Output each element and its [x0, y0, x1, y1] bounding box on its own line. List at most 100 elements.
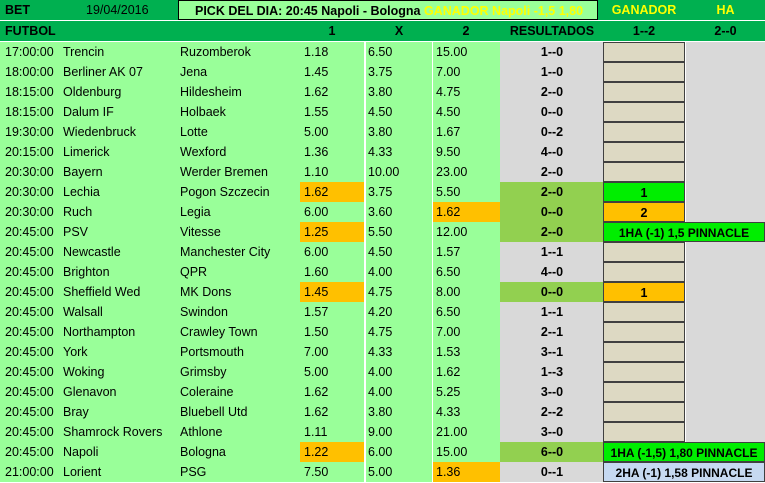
odds-draw: 4.75	[366, 282, 432, 302]
result-score: 2--0	[500, 182, 604, 202]
home-team: Bayern	[60, 162, 180, 182]
odds-home: 1.62	[300, 382, 364, 402]
result-score: 2--0	[500, 222, 604, 242]
odds-away: 12.00	[433, 222, 500, 242]
table-row: 20:45:00 Sheffield Wed MK Dons 1.45 4.75 8.00…	[0, 282, 765, 302]
pick-cell	[603, 262, 685, 282]
odds-away: 23.00	[433, 162, 500, 182]
table-row: 20:45:00 York Portsmouth 7.00 4.33 1.53 3--1	[0, 342, 765, 362]
ha-cell	[686, 342, 765, 362]
away-team: Legia	[180, 202, 300, 222]
result-score: 2--0	[500, 162, 604, 182]
pick-cell: 1	[603, 182, 685, 202]
away-team: QPR	[180, 262, 300, 282]
home-team: Trencin	[60, 42, 180, 62]
pick-cell: 1HA (-1,5) 1,80 PINNACLE	[603, 442, 765, 462]
ha-cell	[686, 322, 765, 342]
odds-away: 1.53	[433, 342, 500, 362]
result-score: 0--0	[500, 282, 604, 302]
date-cell: 19/04/2016	[86, 3, 149, 17]
ha-range-header: 2--0	[714, 24, 737, 38]
odds-home: 1.60	[300, 262, 364, 282]
pick-cell	[603, 242, 685, 262]
away-team: Coleraine	[180, 382, 300, 402]
table-row: 20:45:00 Northampton Crawley Town 1.50 4.75 7…	[0, 322, 765, 342]
result-score: 1--1	[500, 242, 604, 262]
table-row: 20:45:00 Newcastle Manchester City 6.00 4.50…	[0, 242, 765, 262]
table-row: 21:00:00 Lorient PSG 7.50 5.00 1.36 0--1 2HA (-…	[0, 462, 765, 482]
table-row: 20:45:00 Napoli Bologna 1.22 6.00 15.00 6--0 1H…	[0, 442, 765, 462]
odds-home: 1.62	[300, 82, 364, 102]
column-2-header: 2	[462, 24, 470, 38]
odds-away: 4.33	[433, 402, 500, 422]
odds-home: 7.50	[300, 462, 364, 482]
pick-cell	[603, 362, 685, 382]
home-team: Newcastle	[60, 242, 180, 262]
odds-draw: 3.75	[366, 62, 432, 82]
table-row: 18:00:00 Berliner AK 07 Jena 1.45 3.75 7.00 1-…	[0, 62, 765, 82]
odds-away: 4.75	[433, 82, 500, 102]
odds-draw: 3.80	[366, 82, 432, 102]
odds-away: 6.50	[433, 262, 500, 282]
odds-away: 6.50	[433, 302, 500, 322]
ha-cell	[686, 282, 765, 302]
pick-cell	[603, 82, 685, 102]
pick-cell	[603, 162, 685, 182]
ha-cell	[686, 162, 765, 182]
table-row: 20:30:00 Ruch Legia 6.00 3.60 1.62 0--0 2	[0, 202, 765, 222]
pick-cell	[603, 102, 685, 122]
odds-home: 1.62	[300, 402, 364, 422]
odds-home: 7.00	[300, 342, 364, 362]
ha-cell	[686, 142, 765, 162]
pick-cell	[603, 122, 685, 142]
ha-cell	[686, 422, 765, 442]
odds-away: 1.62	[433, 362, 500, 382]
ha-cell	[686, 242, 765, 262]
odds-away: 21.00	[433, 422, 500, 442]
home-team: Oldenburg	[60, 82, 180, 102]
sport-label: FUTBOL	[5, 24, 56, 38]
ha-cell	[686, 62, 765, 82]
odds-home: 6.00	[300, 242, 364, 262]
odds-draw: 3.80	[366, 402, 432, 422]
pick-cell: 2HA (-1) 1,58 PINNACLE	[603, 462, 765, 482]
odds-home: 1.10	[300, 162, 364, 182]
odds-draw: 10.00	[366, 162, 432, 182]
table-row: 18:15:00 Dalum IF Holbaek 1.55 4.50 4.50 0--0	[0, 102, 765, 122]
odds-home: 5.00	[300, 122, 364, 142]
away-team: Manchester City	[180, 242, 300, 262]
table-row: 20:45:00 PSV Vitesse 1.25 5.50 12.00 2--0 1HA (…	[0, 222, 765, 242]
pick-cell: 1	[603, 282, 685, 302]
result-score: 0--0	[500, 202, 604, 222]
ha-cell	[686, 182, 765, 202]
odds-draw: 4.75	[366, 322, 432, 342]
away-team: Jena	[180, 62, 300, 82]
odds-draw: 4.00	[366, 362, 432, 382]
column-1-header: 1	[328, 24, 336, 38]
odds-away: 1.36	[433, 462, 500, 482]
odds-away: 15.00	[433, 42, 500, 62]
away-team: Lotte	[180, 122, 300, 142]
odds-home: 1.36	[300, 142, 364, 162]
pick-cell	[603, 402, 685, 422]
table-row: 20:15:00 Limerick Wexford 1.36 4.33 9.50 4--0	[0, 142, 765, 162]
home-team: Napoli	[60, 442, 180, 462]
pick-label: PICK DEL DIA:	[195, 4, 283, 18]
column-x-header: X	[394, 24, 404, 38]
home-team: Walsall	[60, 302, 180, 322]
table-row: 20:45:00 Woking Grimsby 5.00 4.00 1.62 1--3	[0, 362, 765, 382]
table-row: 20:30:00 Lechia Pogon Szczecin 1.62 3.75 5.50…	[0, 182, 765, 202]
odds-away: 4.50	[433, 102, 500, 122]
home-team: PSV	[60, 222, 180, 242]
home-team: Shamrock Rovers	[60, 422, 180, 442]
odds-home: 1.45	[300, 62, 364, 82]
result-score: 2--2	[500, 402, 604, 422]
result-score: 2--0	[500, 82, 604, 102]
odds-away: 1.57	[433, 242, 500, 262]
ha-cell	[686, 362, 765, 382]
home-team: Sheffield Wed	[60, 282, 180, 302]
odds-away: 5.50	[433, 182, 500, 202]
bet-label: BET	[5, 3, 30, 17]
ha-cell	[686, 102, 765, 122]
